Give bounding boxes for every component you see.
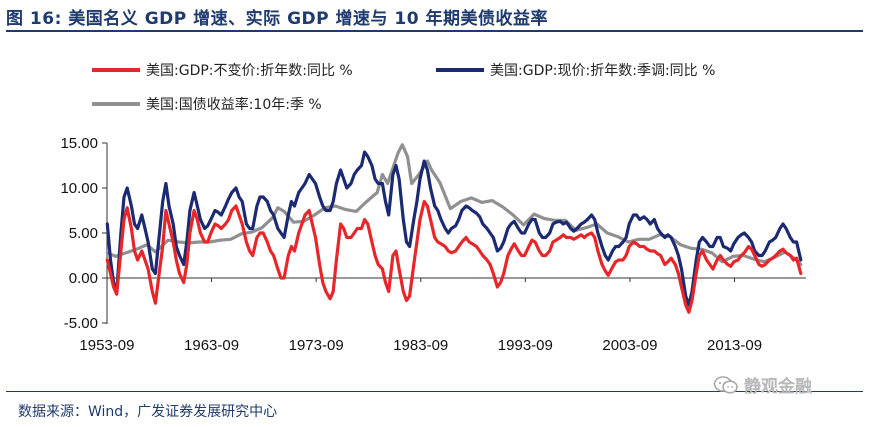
nominal-gdp-growth-line bbox=[105, 150, 803, 307]
watermark-text: 静观金融 bbox=[744, 377, 812, 397]
legend-label-treasury-yield: 美国:国债收益率:10年:季 % bbox=[146, 96, 322, 113]
y-tick-label: -5.00 bbox=[64, 315, 98, 332]
y-axis: 15.00 10.00 5.00 0.00 -5.00 bbox=[60, 135, 108, 332]
treasury-10y-yield-line bbox=[105, 143, 803, 267]
line-chart: 美国:GDP:不变价:折年数:同比 % 美国:GDP:现价:折年数:季调:同比 … bbox=[60, 63, 806, 354]
y-tick-label: 15.00 bbox=[60, 135, 98, 152]
x-tick-label: 1973-09 bbox=[289, 337, 344, 354]
y-tick-label: 10.00 bbox=[60, 180, 98, 197]
figure-title: 图 16: 美国名义 GDP 增速、实际 GDP 增速与 10 年期美债收益率 bbox=[6, 9, 549, 29]
watermark: 静观金融 bbox=[713, 372, 812, 397]
source-note: 数据来源：Wind，广发证券发展研究中心 bbox=[18, 404, 278, 420]
footer-divider bbox=[6, 391, 863, 392]
real-gdp-growth-line bbox=[105, 199, 803, 314]
legend-label-nominal-gdp: 美国:GDP:现价:折年数:季调:同比 % bbox=[490, 63, 715, 79]
x-tick-label: 1983-09 bbox=[393, 337, 448, 354]
x-tick-label: 1963-09 bbox=[184, 337, 239, 354]
x-axis: 1953-09 1963-09 1973-09 1983-09 1993-09 2003-… bbox=[79, 277, 806, 354]
title-divider bbox=[6, 30, 863, 32]
legend: 美国:GDP:不变价:折年数:同比 % 美国:GDP:现价:折年数:季调:同比 … bbox=[92, 63, 715, 113]
x-tick-label: 2013-09 bbox=[707, 337, 762, 354]
y-tick-label: 0.00 bbox=[69, 270, 98, 287]
legend-label-real-gdp: 美国:GDP:不变价:折年数:同比 % bbox=[146, 63, 353, 79]
x-tick-label: 2003-09 bbox=[602, 337, 657, 354]
x-tick-label: 1953-09 bbox=[79, 337, 134, 354]
wechat-icon bbox=[713, 375, 738, 394]
series-layer bbox=[105, 143, 803, 314]
x-tick-label: 1993-09 bbox=[498, 337, 553, 354]
y-tick-label: 5.00 bbox=[69, 225, 98, 242]
